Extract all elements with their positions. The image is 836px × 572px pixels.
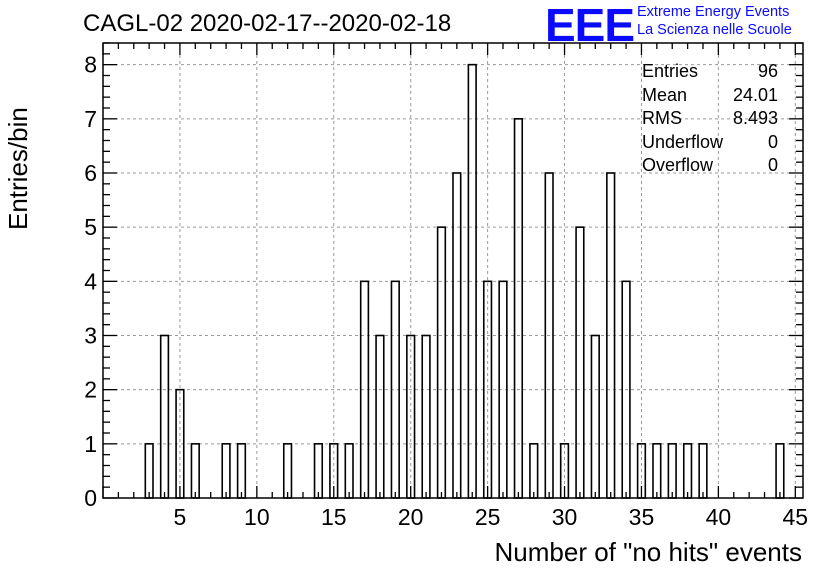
- y-tick-label: 7: [84, 106, 97, 132]
- y-tick-label: 5: [84, 214, 97, 240]
- histogram-bar: [652, 443, 662, 499]
- logo-line-2: La Scienza nelle Scuole: [637, 22, 792, 38]
- histogram-bar: [159, 334, 170, 499]
- stats-label: Underflow: [642, 131, 724, 152]
- y-tick-label: 6: [84, 160, 97, 186]
- axes: [102, 42, 804, 499]
- x-tick-label: 45: [783, 504, 809, 530]
- y-tick-label: 8: [84, 52, 97, 78]
- histogram-bar: [236, 443, 247, 499]
- stats-value: 8.493: [732, 108, 778, 129]
- stats-row-rms: RMS 8.493: [642, 107, 778, 131]
- x-tick-label: 40: [706, 504, 732, 530]
- chart-title: CAGL-02 2020-02-17--2020-02-18: [83, 10, 452, 37]
- x-tick-label: 15: [321, 504, 347, 530]
- histogram-bars: [144, 63, 785, 499]
- histogram-bar: [513, 118, 524, 499]
- x-tick-label: 5: [174, 504, 187, 530]
- stats-box: Entries 96 Mean 24.01 RMS 8.493 Underflo…: [642, 60, 778, 178]
- stats-value: 0: [767, 131, 778, 152]
- x-tick-label: 25: [475, 504, 501, 530]
- x-axis-label: Number of "no hits" events: [494, 537, 803, 567]
- histogram-bar: [190, 443, 200, 499]
- histogram-bar: [344, 443, 354, 499]
- histogram-bar: [667, 443, 677, 499]
- histogram-bar: [775, 443, 785, 499]
- logo-line-1: Extreme Energy Events: [637, 4, 790, 20]
- stats-value: 0: [767, 155, 778, 176]
- histogram-bar: [698, 443, 708, 499]
- histogram-bar: [421, 334, 431, 499]
- stats-row-entries: Entries 96: [642, 60, 778, 84]
- stats-label: RMS: [642, 108, 682, 129]
- histogram-bar: [590, 334, 600, 499]
- stats-label: Mean: [642, 84, 688, 105]
- y-tick-label: 3: [84, 323, 97, 349]
- stats-row-overflow: Overflow 0: [642, 154, 778, 178]
- eee-logo: EEE: [545, 0, 635, 51]
- histogram-bar: [529, 443, 539, 499]
- y-tick-label: 1: [84, 431, 97, 457]
- stats-label: Overflow: [642, 155, 714, 176]
- x-tick-label: 20: [398, 504, 424, 530]
- stats-value: 24.01: [732, 84, 778, 105]
- x-tick-label: 30: [552, 504, 578, 530]
- stats-value: 96: [757, 61, 778, 81]
- logo-caption: Extreme Energy Events La Scienza nelle S…: [637, 3, 792, 39]
- y-tick-label: 2: [84, 377, 97, 403]
- histogram-bar: [682, 443, 693, 499]
- histogram-bar: [144, 443, 154, 499]
- y-tick-label: 4: [84, 268, 97, 294]
- y-axis-label: Entries/bin: [3, 107, 33, 230]
- histogram-bar: [436, 226, 447, 499]
- stats-row-underflow: Underflow 0: [642, 131, 778, 155]
- stats-row-mean: Mean 24.01: [642, 84, 778, 108]
- stats-label: Entries: [642, 61, 699, 81]
- x-tick-label: 10: [244, 504, 270, 530]
- x-tick-label: 35: [629, 504, 655, 530]
- y-tick-label: 0: [84, 485, 97, 511]
- histogram-bar: [221, 443, 231, 499]
- histogram-bar: [313, 443, 324, 499]
- histogram-bar: [282, 443, 293, 499]
- histogram-bar: [375, 334, 385, 499]
- histogram-bar: [575, 226, 585, 499]
